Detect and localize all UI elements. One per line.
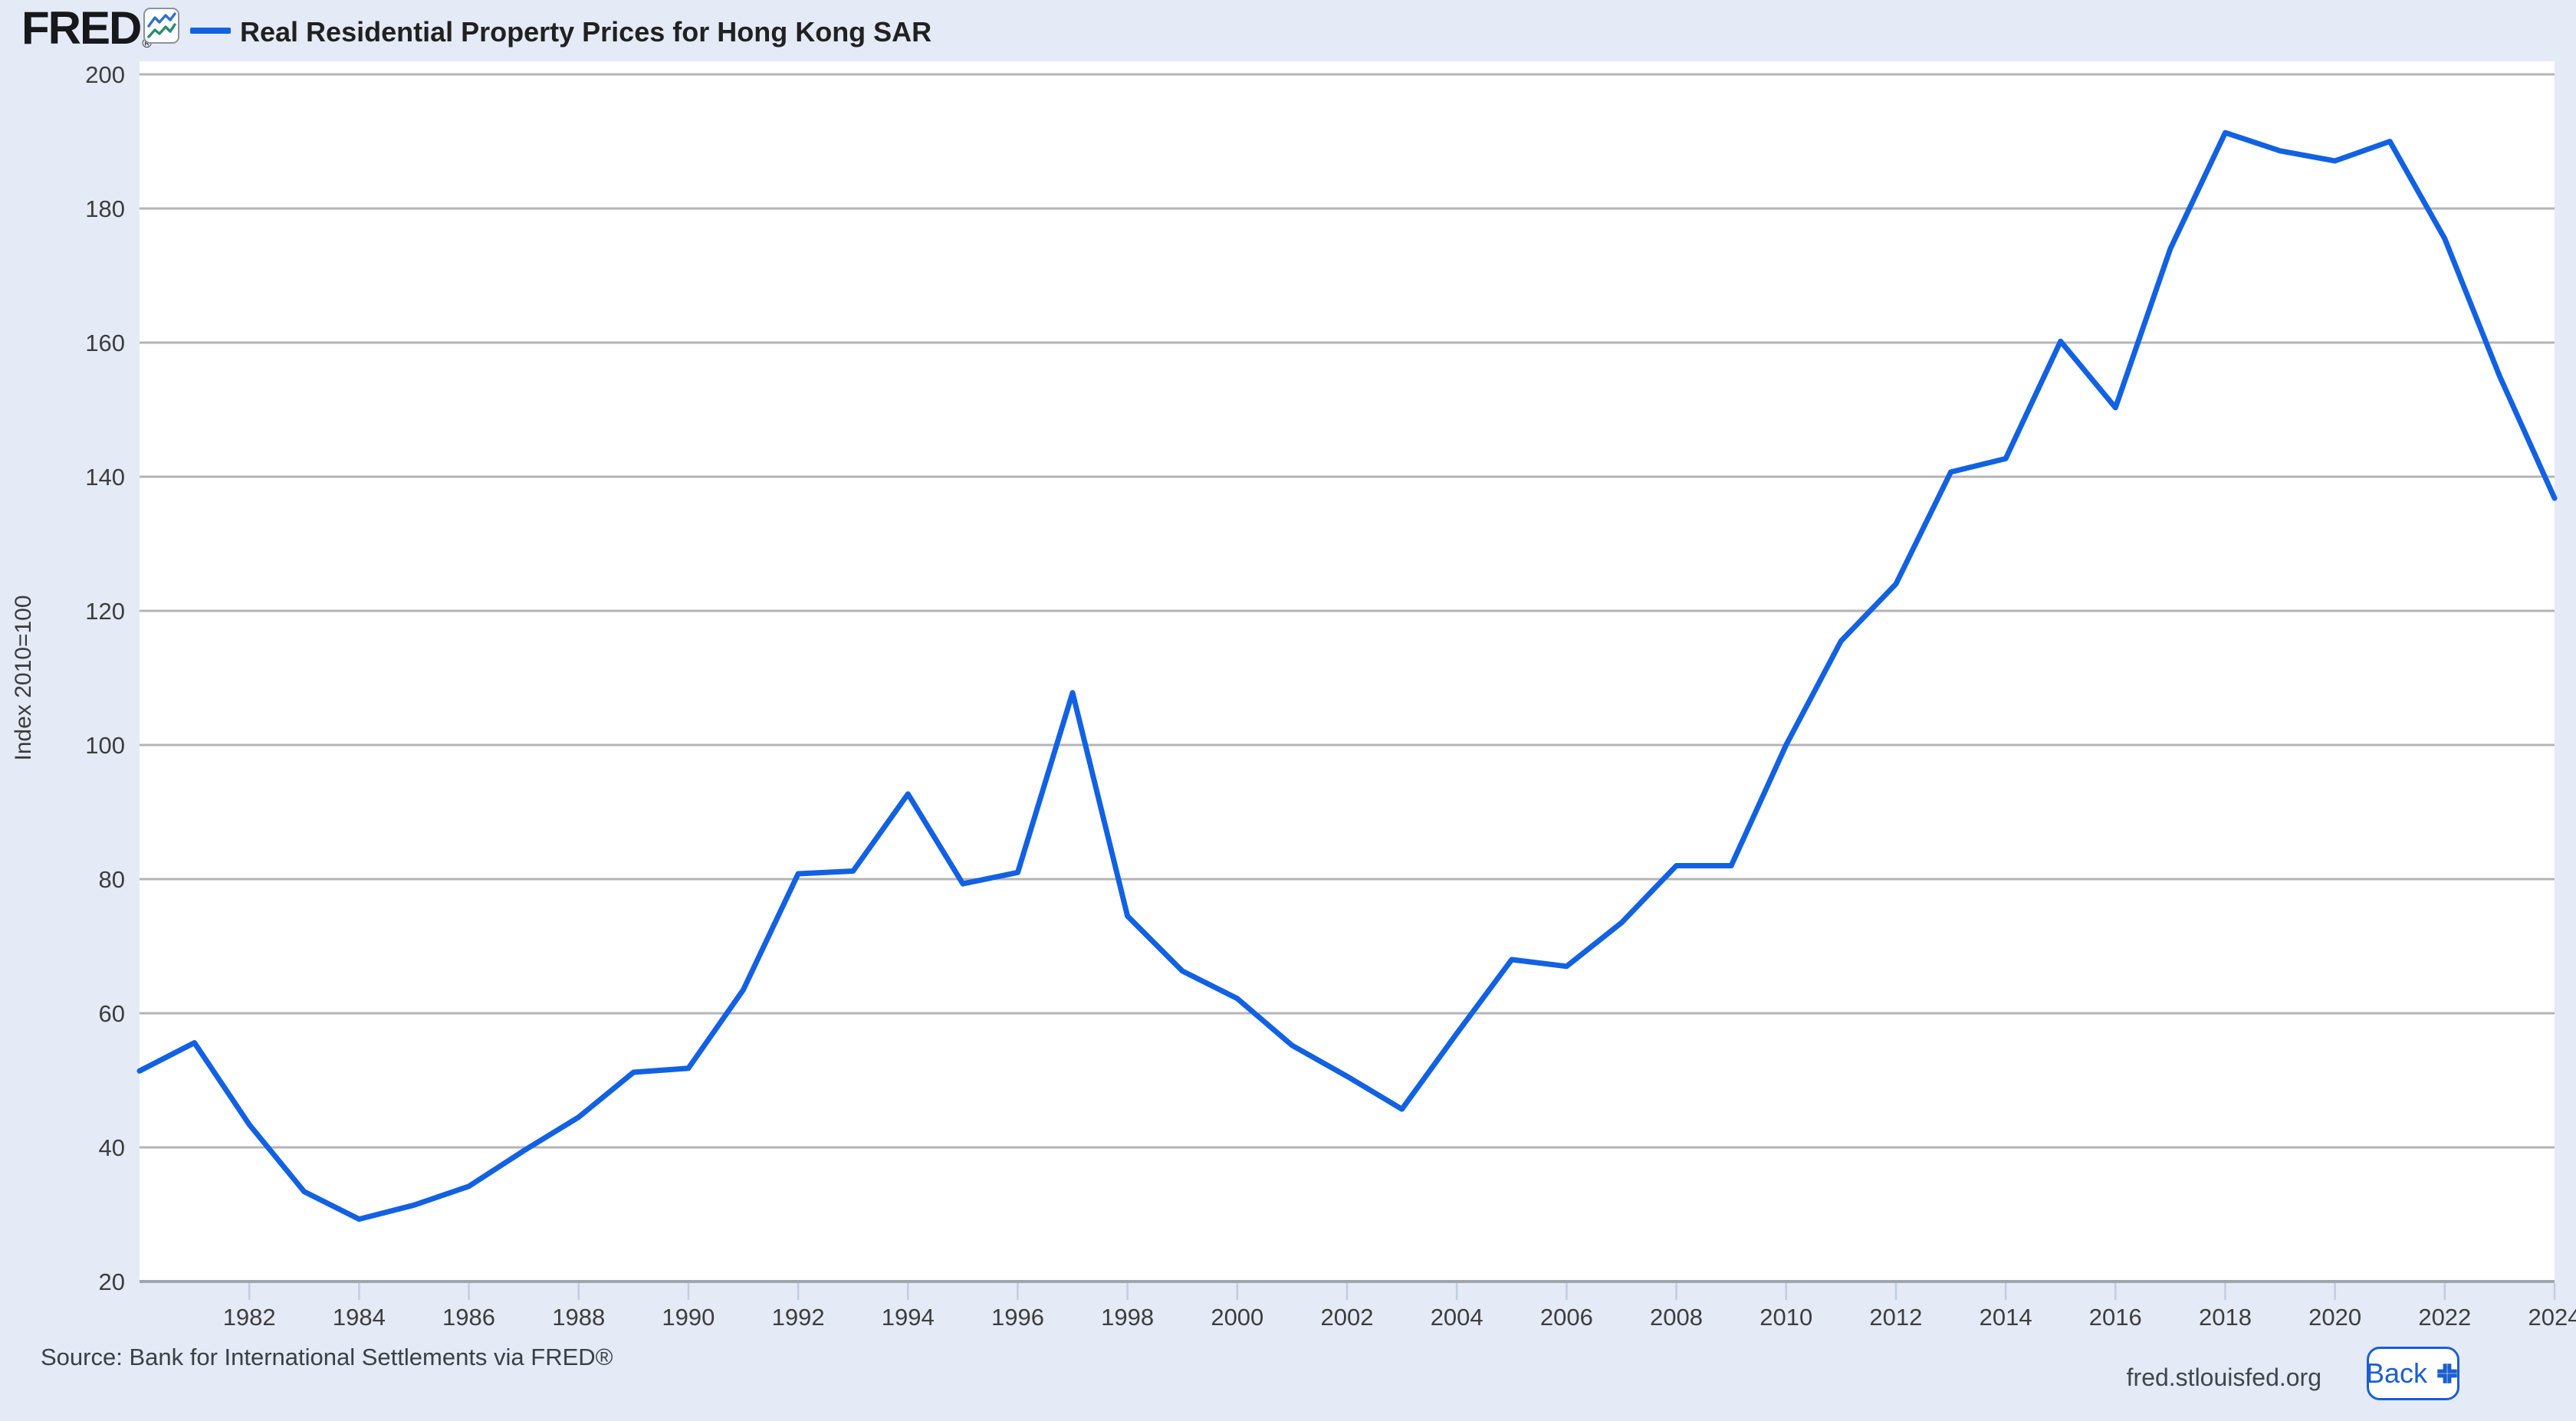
back-button[interactable]: Back — [2365, 1347, 2460, 1400]
x-tick-label-2008: 2008 — [1650, 1304, 1703, 1331]
x-tick-label-2012: 2012 — [1869, 1304, 1922, 1331]
x-tick-label-2016: 2016 — [2089, 1304, 2142, 1331]
x-tick-label-2002: 2002 — [1321, 1304, 1374, 1331]
site-link[interactable]: fred.stlouisfed.org — [2126, 1364, 2321, 1391]
x-tick-label-1994: 1994 — [882, 1304, 935, 1331]
y-tick-label-40: 40 — [99, 1134, 125, 1161]
x-tick-label-2006: 2006 — [1540, 1304, 1593, 1331]
x-tick-label-2004: 2004 — [1431, 1304, 1484, 1331]
fred-logo: FRED ® — [21, 2, 152, 54]
y-tick-label-180: 180 — [85, 195, 125, 222]
x-tick-label-1992: 1992 — [772, 1304, 825, 1331]
x-tick-label-2014: 2014 — [1980, 1304, 2032, 1331]
plot-area[interactable] — [140, 61, 2555, 1282]
x-tick-label-1996: 1996 — [991, 1304, 1044, 1331]
back-button-label: Back — [2365, 1357, 2428, 1389]
source-note: Source: Bank for International Settlemen… — [41, 1344, 613, 1370]
compress-icon — [2434, 1360, 2460, 1387]
x-tick-label-2018: 2018 — [2199, 1304, 2252, 1331]
x-tick-label-1982: 1982 — [223, 1304, 276, 1331]
x-tick-label-2000: 2000 — [1211, 1304, 1263, 1331]
header: FRED ® Real Residential Property Prices f… — [0, 0, 2576, 61]
x-tick-label-2010: 2010 — [1760, 1304, 1812, 1331]
fred-chart-icon — [143, 8, 179, 44]
y-tick-label-140: 140 — [85, 464, 125, 491]
fred-logo-text: FRED — [21, 2, 142, 54]
y-tick-label-200: 200 — [85, 61, 125, 88]
x-tick-label-1998: 1998 — [1101, 1304, 1154, 1331]
y-tick-label-120: 120 — [85, 598, 125, 625]
y-tick-label-80: 80 — [99, 866, 125, 893]
y-tick-label-160: 160 — [85, 330, 125, 356]
chart-title: Real Residential Property Prices for Hon… — [240, 16, 932, 48]
y-tick-label-60: 60 — [99, 1000, 125, 1027]
legend-line-swatch — [190, 28, 231, 34]
series-line[interactable] — [136, 130, 2558, 1222]
x-tick-label-2022: 2022 — [2418, 1304, 2471, 1331]
y-tick-label-100: 100 — [85, 732, 125, 759]
x-tick-label-2020: 2020 — [2308, 1304, 2361, 1331]
y-tick-label-20: 20 — [99, 1268, 125, 1295]
x-tick-label-1984: 1984 — [333, 1304, 386, 1331]
x-tick-label-1990: 1990 — [662, 1304, 715, 1331]
y-axis-title: Index 2010=100 — [11, 595, 36, 760]
x-tick-label-2024: 2024 — [2528, 1304, 2576, 1331]
x-tick-label-1986: 1986 — [442, 1304, 495, 1331]
x-tick-label-1988: 1988 — [552, 1304, 605, 1331]
